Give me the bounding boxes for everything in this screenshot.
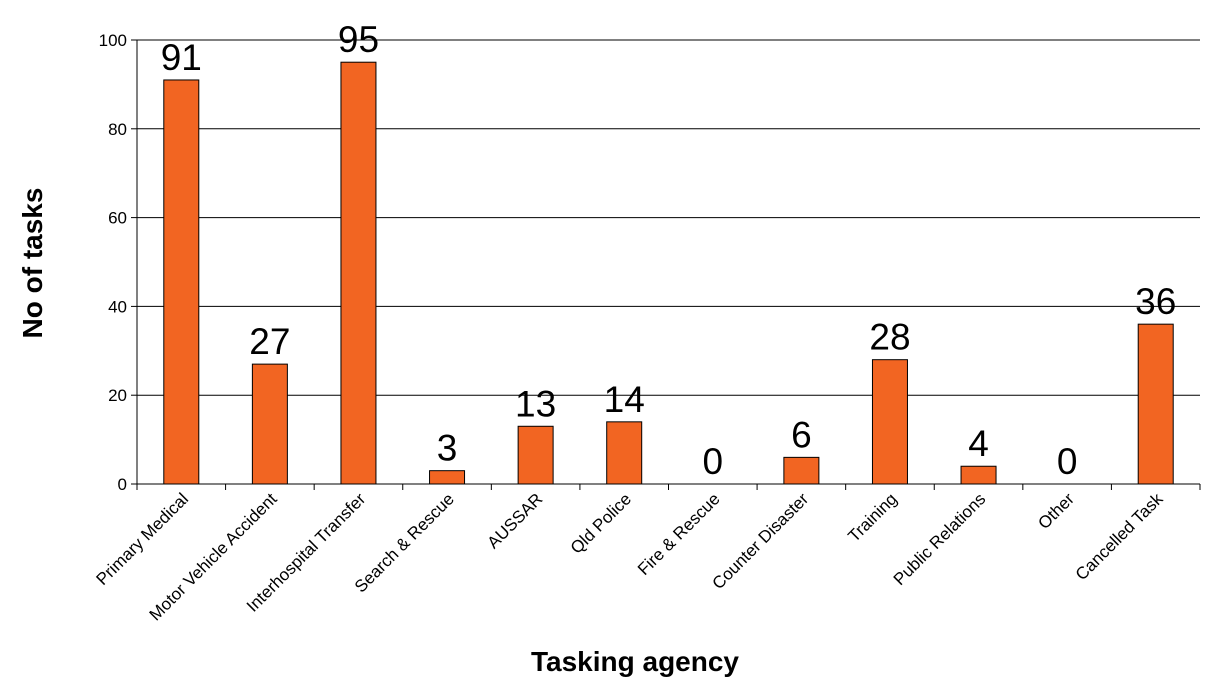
bar-value-label: 91	[161, 37, 202, 78]
bar	[429, 470, 466, 485]
x-tick-label: Primary Medical	[93, 489, 193, 589]
axes	[131, 39, 1201, 490]
gridlines	[137, 39, 1200, 396]
x-tick-label: Training	[844, 489, 900, 545]
y-tick-label: 20	[108, 386, 127, 405]
bar-value-label: 4	[968, 423, 989, 464]
x-tick-label: Fire & Rescue	[634, 489, 724, 579]
bar-value-label: 6	[791, 414, 812, 455]
x-tick-label: Qld Police	[567, 489, 635, 557]
x-tick-label: Cancelled Task	[1072, 489, 1167, 584]
bar-value-label: 95	[338, 19, 379, 60]
bar	[1137, 323, 1174, 485]
y-tick-labels: 0 20 40 60 80 100	[99, 31, 127, 494]
y-tick-label: 100	[99, 31, 127, 50]
y-tick-label: 80	[108, 120, 127, 139]
x-axis-title: Tasking agency	[531, 646, 739, 677]
bar-value-label: 13	[515, 383, 556, 424]
bar-value-label: 28	[869, 317, 910, 358]
x-tick-label: Counter Disaster	[709, 489, 813, 593]
y-tick-label: 40	[108, 297, 127, 316]
bar	[783, 456, 820, 485]
bars	[163, 61, 1174, 485]
x-tick-label: Public Relations	[890, 489, 990, 589]
y-axis-title: No of tasks	[17, 188, 48, 339]
bar-value-label: 3	[437, 428, 458, 469]
data-labels: 91 27 95 3 13 14 0 6 28 4 0 36	[161, 19, 1177, 482]
x-tick-label: Search & Rescue	[351, 489, 458, 596]
bar	[251, 363, 288, 485]
bar	[606, 421, 643, 485]
bar	[871, 359, 908, 485]
bar	[340, 61, 377, 485]
x-tick-label: AUSSAR	[484, 489, 547, 552]
y-tick-label: 0	[118, 475, 127, 494]
bar	[960, 465, 997, 485]
bar	[163, 79, 200, 485]
bar-value-label: 36	[1135, 281, 1176, 322]
bar	[517, 425, 554, 485]
bar-value-label: 0	[1057, 441, 1078, 482]
bar-value-label: 0	[703, 441, 724, 482]
x-tick-label: Other	[1034, 489, 1078, 533]
bar-value-label: 14	[604, 379, 645, 420]
y-tick-label: 60	[108, 209, 127, 228]
bar-value-label: 27	[249, 321, 290, 362]
